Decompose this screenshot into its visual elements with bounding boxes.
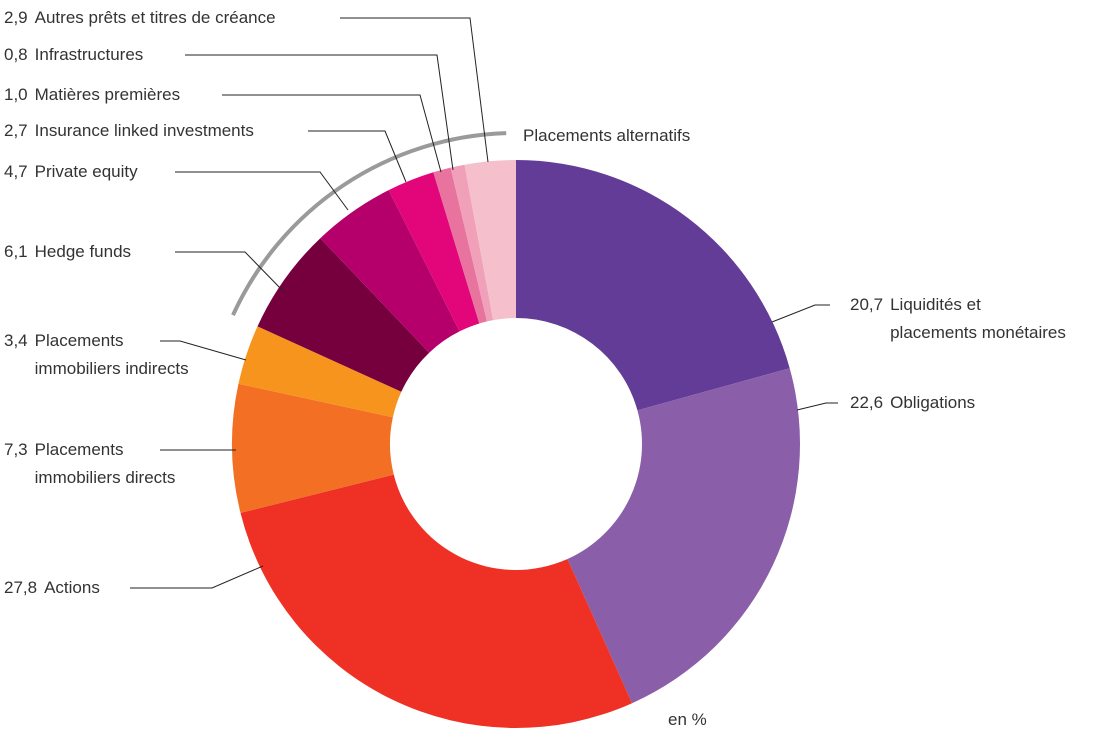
group-arc — [231, 131, 507, 316]
category-label: Actions — [44, 578, 100, 597]
donut-slice — [257, 238, 430, 392]
slice-label: 3,4 Placements immobiliers indirects — [4, 327, 189, 383]
slice-label: 20,7 Liquidités et placements monétaires — [850, 291, 1066, 347]
category-label: Private equity — [34, 162, 138, 181]
slice-label: 22,6 Obligations — [850, 389, 975, 417]
slice-label: 2,9 Autres prêts et titres de créance — [4, 4, 276, 32]
donut-slice — [450, 164, 494, 322]
value-label: 22,6 — [850, 393, 884, 412]
category-label: Autres prêts et titres de créance — [34, 8, 276, 27]
slice-label: 27,8 Actions — [4, 574, 100, 602]
unit-label: en % — [668, 710, 707, 729]
leader-line — [340, 17, 489, 163]
leader-line — [185, 54, 454, 171]
category-label: Infrastructures — [34, 45, 144, 64]
value-label: 2,7 — [4, 121, 28, 140]
category-label: Liquidités et placements monétaires — [890, 295, 1066, 342]
value-label: 4,7 — [4, 162, 28, 181]
value-label: 7,3 — [4, 440, 28, 459]
slice-label: 0,8 Infrastructures — [4, 41, 143, 69]
donut-slice — [516, 160, 790, 411]
donut-slice — [567, 368, 800, 704]
category-label: Obligations — [890, 393, 976, 412]
leader-line — [130, 565, 264, 589]
slice-label: 7,3 Placements immobiliers directs — [4, 436, 175, 492]
slice-label: 4,7 Private equity — [4, 158, 138, 186]
leader-line — [175, 251, 284, 292]
donut-slice — [388, 172, 480, 332]
group-label: Placements alternatifs — [523, 126, 691, 145]
donut-slice — [238, 326, 402, 418]
value-label: 0,8 — [4, 45, 28, 64]
value-label: 27,8 — [4, 578, 38, 597]
value-label: 3,4 — [4, 331, 28, 350]
leader-line — [308, 130, 407, 183]
slice-label: 1,0 Matières premières — [4, 81, 180, 109]
value-label: 6,1 — [4, 242, 28, 261]
category-label: Placements immobiliers directs — [34, 440, 176, 487]
leader-line — [175, 171, 349, 211]
category-label: Hedge funds — [34, 242, 132, 261]
category-label: Insurance linked investments — [34, 121, 254, 140]
leader-line — [771, 304, 830, 323]
value-label: 1,0 — [4, 85, 28, 104]
leader-line — [796, 402, 838, 411]
donut-slice — [240, 474, 633, 728]
leader-line — [160, 340, 247, 361]
donut-slice — [433, 167, 487, 324]
donut-slice — [320, 190, 460, 353]
slice-label: 2,7 Insurance linked investments — [4, 117, 254, 145]
value-label: 20,7 — [850, 295, 884, 314]
donut-slice — [464, 160, 516, 321]
category-label: Placements immobiliers indirects — [34, 331, 189, 378]
leader-line — [222, 94, 442, 173]
donut-slice — [231, 383, 394, 513]
slice-label: 6,1 Hedge funds — [4, 238, 131, 266]
category-label: Matières premières — [34, 85, 181, 104]
value-label: 2,9 — [4, 8, 28, 27]
